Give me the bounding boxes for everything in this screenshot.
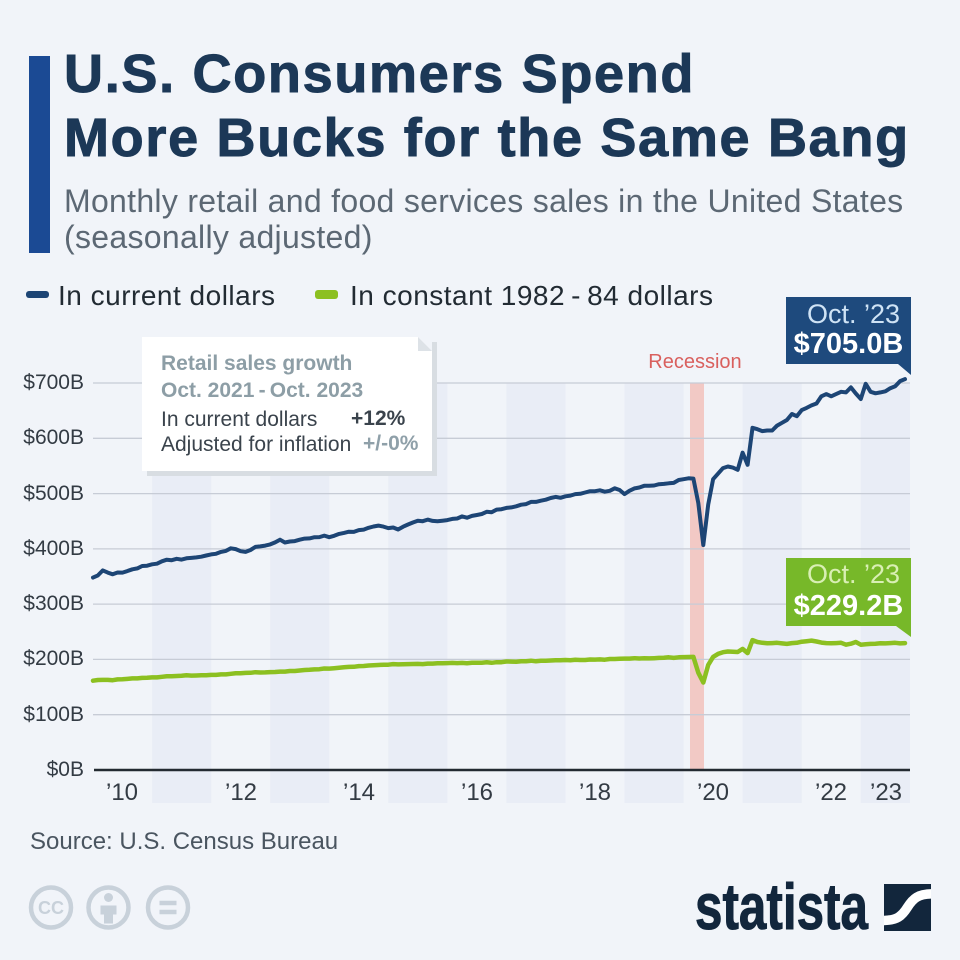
svg-text:CC: CC xyxy=(38,898,64,918)
